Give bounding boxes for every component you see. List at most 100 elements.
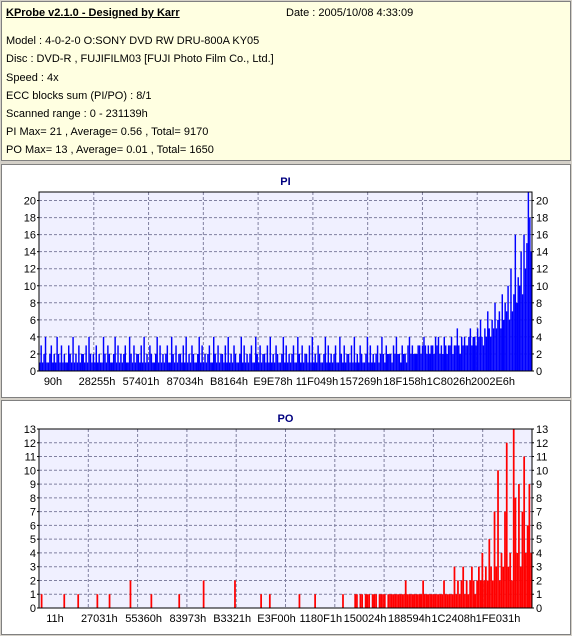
bar: [361, 594, 364, 608]
bar: [237, 362, 240, 371]
bar: [76, 362, 79, 371]
bar: [445, 345, 447, 371]
pi-summary-line: PI Max= 21 , Average= 0.56 , Total= 9170: [6, 126, 209, 138]
axes-frame: [38, 191, 533, 372]
bar: [301, 345, 303, 371]
bar: [380, 594, 383, 608]
bar: [437, 594, 440, 608]
bar: [123, 353, 125, 371]
bar: [143, 336, 145, 371]
y-tick-label-left: 6: [30, 315, 36, 327]
bar: [518, 285, 521, 371]
bar: [324, 336, 327, 371]
bar: [202, 580, 205, 608]
bar: [77, 594, 80, 608]
bar: [156, 336, 158, 371]
bar: [146, 353, 148, 371]
bar: [40, 594, 43, 608]
bar: [498, 580, 501, 608]
y-tick-label-right: 12: [536, 264, 548, 276]
bar: [108, 594, 111, 608]
y-tick-label-left: 2: [30, 349, 36, 361]
bar: [233, 345, 235, 371]
bar: [382, 353, 385, 371]
y-tick-label-left: 20: [24, 196, 36, 208]
bar: [443, 580, 445, 608]
bar: [114, 336, 116, 371]
bar: [526, 243, 528, 371]
y-tick-label-left: 13: [24, 424, 36, 436]
bar: [378, 362, 380, 371]
bar: [83, 362, 86, 371]
bar: [404, 353, 406, 371]
bar: [56, 336, 58, 371]
y-tick-label-right: 13: [536, 424, 548, 436]
bar: [472, 336, 474, 371]
x-tick-label: 1C8026h: [427, 376, 472, 388]
bar: [440, 345, 443, 371]
bar: [396, 594, 398, 608]
bar: [437, 336, 440, 371]
y-tick-label-left: 4: [30, 548, 36, 560]
bar: [426, 353, 428, 371]
y-tick-label-right: 10: [536, 465, 548, 477]
app-title: KProbe v2.1.0 - Designed by Karr: [6, 7, 180, 19]
bar: [215, 362, 218, 371]
x-tick-label: 11h: [46, 613, 64, 625]
bar: [464, 594, 466, 608]
bar: [239, 353, 241, 371]
bar: [281, 353, 283, 371]
bar: [401, 594, 404, 608]
x-tick-label: 11F049h: [296, 376, 339, 388]
bar: [57, 353, 60, 371]
bar: [314, 594, 316, 608]
bar: [318, 353, 321, 371]
bar: [381, 336, 383, 371]
bar: [44, 336, 47, 371]
bar: [88, 336, 90, 371]
bar: [479, 580, 482, 608]
pi-chart: PI 0 0 2 2 4 4 6 6 8 8 10 10 12 12 14 14 16 16 18 18 20 20 90h 2…: [24, 176, 549, 388]
bar: [516, 552, 519, 608]
bar: [423, 336, 425, 371]
bar: [415, 594, 418, 608]
bar: [327, 345, 329, 371]
bar: [117, 345, 119, 371]
bar: [133, 345, 135, 371]
y-tick-label-left: 10: [24, 281, 36, 293]
bar: [255, 336, 257, 371]
bar: [448, 594, 451, 608]
bar: [231, 362, 234, 371]
bar: [402, 353, 405, 371]
bar: [149, 345, 151, 371]
bar: [69, 353, 71, 371]
bar: [452, 353, 454, 371]
bar: [268, 594, 271, 608]
bar: [140, 345, 142, 371]
plot-area: [39, 429, 532, 608]
bar: [512, 429, 515, 608]
bar: [500, 552, 503, 608]
bar: [201, 345, 203, 371]
bar: [527, 192, 530, 371]
bar: [244, 362, 247, 371]
bar: [389, 594, 391, 608]
x-tick-label: 1180F1h: [299, 613, 342, 625]
bar: [314, 353, 316, 371]
bar: [511, 311, 514, 371]
bar: [308, 345, 311, 371]
bar: [502, 566, 505, 608]
bar: [162, 353, 164, 371]
bar: [118, 362, 121, 371]
bar: [39, 362, 41, 371]
bar: [399, 594, 402, 608]
bar: [465, 580, 468, 608]
bar: [349, 362, 351, 371]
bar: [439, 594, 442, 608]
bar: [359, 345, 361, 371]
bar: [529, 217, 531, 371]
bar: [403, 594, 405, 608]
bar: [82, 353, 84, 371]
x-tick-label: 157269h: [340, 376, 383, 388]
bar: [263, 353, 266, 371]
